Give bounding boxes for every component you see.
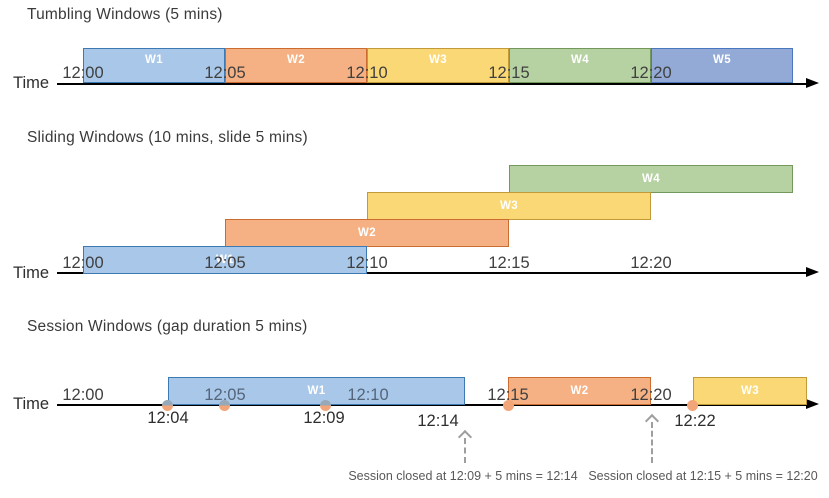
session-tick-1220: 12:20 <box>630 386 672 404</box>
event-dot-1215-icon <box>503 400 514 411</box>
session-tick-1210: 12:10 <box>347 386 389 404</box>
tumbling-tick-1210: 12:10 <box>346 64 388 82</box>
sliding-timeline <box>57 272 809 274</box>
tumbling-tick-1200: 12:00 <box>62 64 104 82</box>
session-event-label-1209: 12:09 <box>303 409 345 427</box>
sliding-window-w3: W3 <box>367 192 651 220</box>
session-time-axis-label: Time <box>13 395 50 413</box>
session-window-w3-label: W3 <box>740 385 760 397</box>
sliding-tick-1220: 12:20 <box>630 254 672 272</box>
session-tick-1200: 12:00 <box>62 386 104 404</box>
tumbling-time-axis-label: Time <box>13 74 50 92</box>
session-event-label-1214: 12:14 <box>417 412 459 430</box>
tumbling-window-w1-label: W1 <box>144 54 164 66</box>
tumbling-window-w4-label: W4 <box>570 54 590 66</box>
sliding-time-axis-label: Time <box>13 264 50 282</box>
tumbling-timeline <box>57 83 809 85</box>
tumbling-window-w3: W3 <box>367 48 509 83</box>
tumbling-window-w2: W2 <box>225 48 367 83</box>
session-close-annotation-2: Session closed at 12:15 + 5 mins = 12:20 <box>588 469 818 483</box>
sliding-window-w4: W4 <box>509 165 793 193</box>
tumbling-tick-1205: 12:05 <box>204 64 246 82</box>
session-close-arrow-1-line <box>464 438 466 463</box>
session-close-annotation-1: Session closed at 12:09 + 5 mins = 12:14 <box>348 469 578 483</box>
sliding-window-w4-label: W4 <box>641 173 661 185</box>
session-window-w1: W1 <box>168 377 465 405</box>
session-timeline-arrow-icon <box>806 399 819 409</box>
sliding-tick-1210: 12:10 <box>346 254 388 272</box>
sliding-timeline-arrow-icon <box>806 267 819 277</box>
session-close-arrow-2-line <box>651 422 653 463</box>
tumbling-window-w3-label: W3 <box>428 54 448 66</box>
event-dot-1222-icon <box>687 400 698 411</box>
tumbling-tick-1215: 12:15 <box>488 64 530 82</box>
session-window-w2-label: W2 <box>570 385 589 397</box>
tumbling-window-w4: W4 <box>509 48 651 83</box>
event-dot-1209-icon <box>320 400 331 411</box>
session-window-w2: W2 <box>508 377 651 405</box>
sliding-tick-1200: 12:00 <box>62 254 104 272</box>
event-dot-1204-icon <box>162 400 173 411</box>
tumbling-timeline-arrow-icon <box>806 78 819 88</box>
tumbling-window-w1: W1 <box>83 48 225 83</box>
tumbling-window-w2-label: W2 <box>286 54 306 66</box>
session-section-title: Session Windows (gap duration 5 mins) <box>27 318 308 335</box>
session-window-w1-label: W1 <box>307 385 326 397</box>
sliding-window-w3-label: W3 <box>499 200 519 212</box>
session-event-label-1204: 12:04 <box>147 409 189 427</box>
tumbling-section-title: Tumbling Windows (5 mins) <box>27 6 223 23</box>
session-timeline <box>57 404 809 406</box>
event-dot-1206-icon <box>219 400 230 411</box>
sliding-window-w1: W1 <box>83 246 367 274</box>
tumbling-window-w5-label: W5 <box>712 54 732 66</box>
sliding-tick-1205: 12:05 <box>204 254 246 272</box>
sliding-window-w2-label: W2 <box>357 227 377 239</box>
tumbling-window-w5: W5 <box>651 48 793 83</box>
sliding-window-w2: W2 <box>225 219 509 247</box>
session-event-label-1222: 12:22 <box>674 412 716 430</box>
session-tick-1215: 12:15 <box>487 386 529 404</box>
sliding-section-title: Sliding Windows (10 mins, slide 5 mins) <box>27 129 308 146</box>
sliding-tick-1215: 12:15 <box>488 254 530 272</box>
tumbling-tick-1220: 12:20 <box>630 64 672 82</box>
session-tick-1205: 12:05 <box>204 386 246 404</box>
sliding-window-w1-label: W1 <box>215 254 235 266</box>
session-window-w3: W3 <box>693 377 807 405</box>
